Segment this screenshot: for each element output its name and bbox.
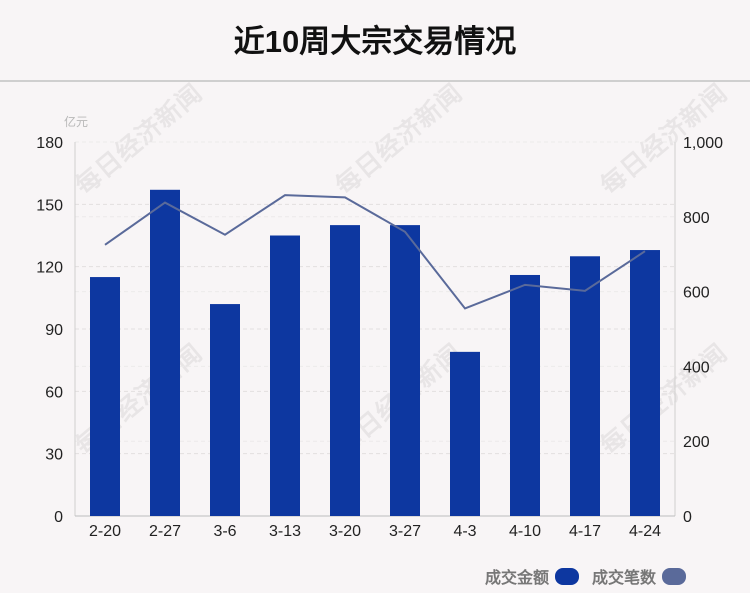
y2-tick-label: 600: [683, 285, 710, 302]
bar: [210, 304, 240, 516]
y2-tick-label: 0: [683, 509, 692, 526]
bar: [570, 256, 600, 516]
title-divider: [0, 80, 750, 82]
bar: [390, 225, 420, 516]
legend-swatch-count: [662, 567, 687, 585]
y-tick-label: 150: [36, 197, 63, 214]
y-tick-label: 30: [45, 447, 63, 464]
legend-item-amount: 成交金额: [485, 564, 580, 588]
bar: [90, 277, 120, 516]
legend-label-count: 成交笔数: [592, 570, 657, 587]
legend-item-count: 成交笔数: [592, 564, 687, 588]
x-tick-label: 2-20: [89, 523, 121, 540]
bar: [150, 189, 180, 517]
y-axis-unit-label: 亿元: [64, 114, 88, 129]
bar: [510, 274, 540, 516]
y2-tick-label: 1,000: [683, 135, 723, 152]
x-tick-label: 4-24: [629, 523, 661, 540]
series-line: [104, 194, 646, 310]
chart-title: 近10周大宗交易情况: [233, 24, 517, 59]
x-tick-label: 3-20: [329, 523, 361, 540]
legend-swatch-amount: [555, 567, 580, 585]
x-tick-label: 2-27: [149, 523, 181, 540]
y2-tick-label: 400: [683, 359, 710, 376]
bar: [330, 225, 360, 516]
x-tick-label: 4-17: [569, 523, 601, 540]
x-tick-label: 3-6: [213, 523, 236, 540]
y-tick-label: 90: [45, 322, 63, 339]
bar: [450, 351, 480, 516]
x-tick-label: 4-3: [453, 523, 476, 540]
x-tick-label: 4-10: [509, 523, 541, 540]
y-tick-label: 120: [36, 260, 63, 277]
legend-label-amount: 成交金额: [485, 570, 550, 587]
bar: [270, 235, 300, 516]
bar: [630, 250, 660, 517]
x-tick-label: 3-27: [389, 523, 421, 540]
x-tick-label: 3-13: [269, 523, 301, 540]
y-tick-label: 60: [45, 384, 63, 401]
y-tick-label: 0: [54, 509, 63, 526]
y2-tick-label: 200: [683, 434, 710, 451]
y2-tick-label: 800: [683, 210, 710, 227]
y-tick-label: 180: [36, 135, 63, 152]
